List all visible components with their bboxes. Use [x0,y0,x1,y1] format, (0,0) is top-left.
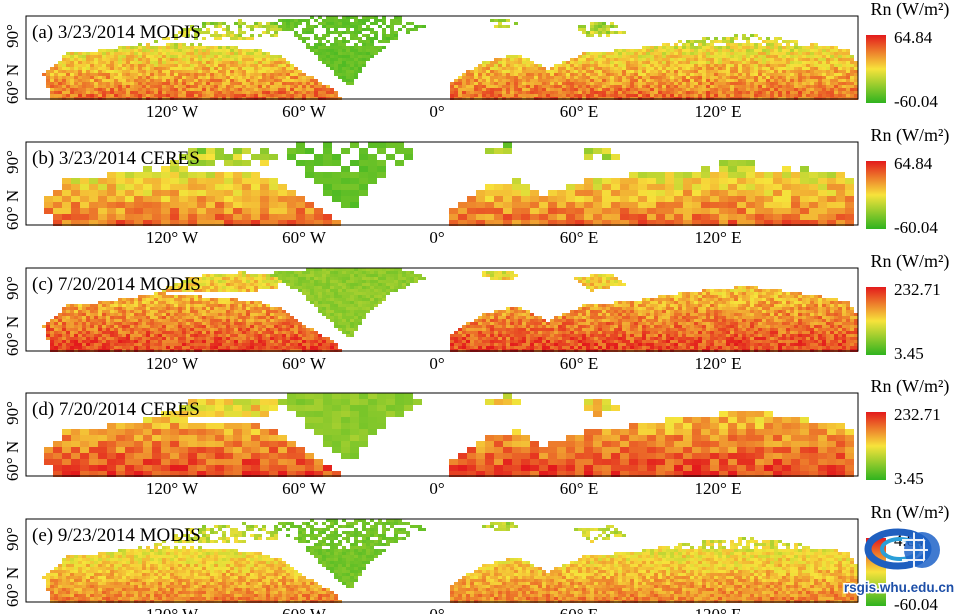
lon-label: 60° W [282,228,327,247]
lon-label: 60° E [560,479,598,498]
legend-min-value: 3.45 [894,469,924,488]
rn-raster-map [44,393,854,477]
legend-title: Rn (W/m²) [871,376,950,397]
map-frame [25,392,859,477]
legend-min-value: -60.04 [894,595,938,614]
lat-label-60n: 60° N [3,441,22,481]
lon-label: 60° W [282,605,327,614]
lon-label: 120° E [695,354,742,373]
watermark: rsgis.whu.edu.cn rsgis.whu.edu.cn [842,528,956,597]
panel-title: (b) 3/23/2014 CERES [32,148,200,169]
legend-title: Rn (W/m²) [871,0,950,20]
lon-label: 120° E [695,102,742,121]
legend-title: Rn (W/m²) [871,251,950,272]
lon-label: 60° W [282,479,327,498]
lon-label: 120° E [695,228,742,247]
legend-max-value: 232.71 [894,280,941,299]
watermark-text-fill: rsgis.whu.edu.cn [844,580,954,595]
legend-max-value: 64.84 [894,154,933,173]
legend-color-bar [866,412,886,480]
lon-label: 60° E [560,605,598,614]
legend: Rn (W/m²) 64.84 -60.04 [866,0,949,111]
legend: Rn (W/m²) 64.84 -60.04 [866,125,949,237]
map-frame [25,518,859,603]
legend-title: Rn (W/m²) [871,502,950,523]
legend-color-bar [866,287,886,355]
lat-label-60n: 60° N [3,64,22,104]
panel-title: (e) 9/23/2014 MODIS [32,525,201,546]
map-frame [25,267,859,352]
lat-label-90: 90° [3,401,22,425]
legend: Rn (W/m²) 232.71 3.45 [866,376,949,488]
map-frame [25,15,859,100]
lon-label: 60° W [282,102,327,121]
map-panel-d: (d) 7/20/2014 CERES 90° 60° N 120° W 60° W 0°… [3,376,949,498]
lat-label-90: 90° [3,24,22,48]
legend-min-value: -60.04 [894,218,938,237]
watermark-text: rsgis.whu.edu.cn [844,580,954,595]
lon-label: 120° W [146,479,199,498]
legend-color-bar [866,161,886,229]
lon-label: 0° [429,354,444,373]
panel-title: (c) 7/20/2014 MODIS [32,274,201,295]
lat-label-60n: 60° N [3,316,22,356]
map-frame [25,141,859,226]
lon-label: 120° W [146,605,199,614]
lon-label: 120° E [695,479,742,498]
legend-min-value: 3.45 [894,344,924,363]
lon-label: 120° E [695,605,742,614]
rn-raster-map [42,268,858,352]
map-panel-a: (a) 3/23/2014 MODIS 90° 60° N 120° W 60° W 0°… [3,0,949,121]
lon-label: 60° E [560,102,598,121]
lon-label: 120° W [146,102,199,121]
lat-label-60n: 60° N [3,190,22,230]
lat-label-90: 90° [3,150,22,174]
rn-raster-map [44,142,854,226]
legend: Rn (W/m²) 232.71 3.45 [866,251,949,363]
lon-label: 60° W [282,354,327,373]
lon-label: 60° E [560,354,598,373]
map-panel-c: (c) 7/20/2014 MODIS 90° 60° N 120° W 60° W 0°… [3,251,949,373]
map-panel-e: (e) 9/23/2014 MODIS 90° 60° N 120° W 60° W 0°… [3,502,949,614]
lon-label: 0° [429,228,444,247]
lon-label: 120° W [146,354,199,373]
map-panel-b: (b) 3/23/2014 CERES 90° 60° N 120° W 60° W 0°… [3,125,949,247]
legend-color-bar [866,35,886,103]
lon-label: 0° [429,605,444,614]
lat-label-60n: 60° N [3,567,22,607]
legend-max-value: 232.71 [894,405,941,424]
legend-title: Rn (W/m²) [871,125,950,146]
lon-label: 0° [429,102,444,121]
lon-label: 120° W [146,228,199,247]
panel-title: (a) 3/23/2014 MODIS [32,22,201,43]
watermark-logo-icon [864,528,940,570]
lon-label: 60° E [560,228,598,247]
legend-max-value: 64.84 [894,28,933,47]
lat-label-90: 90° [3,276,22,300]
panel-title: (d) 7/20/2014 CERES [32,399,200,420]
lon-label: 0° [429,479,444,498]
lat-label-90: 90° [3,527,22,551]
legend-min-value: -60.04 [894,92,938,111]
